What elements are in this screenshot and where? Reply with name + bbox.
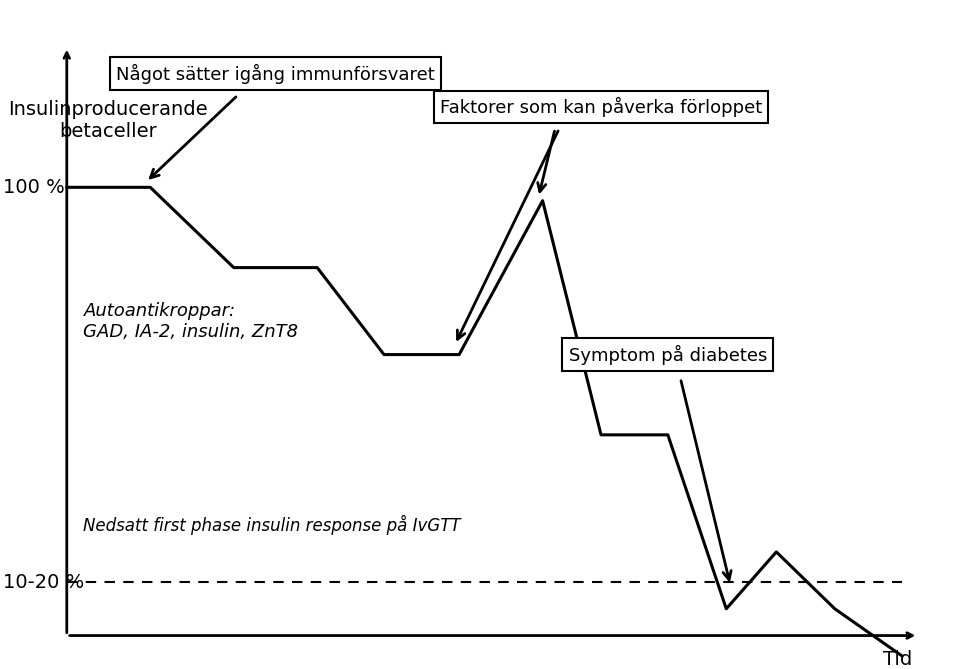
Text: Faktorer som kan påverka förloppet: Faktorer som kan påverka förloppet bbox=[440, 97, 762, 117]
Text: Insulinproducerande
betaceller: Insulinproducerande betaceller bbox=[9, 100, 208, 141]
Text: 100 %: 100 % bbox=[3, 178, 64, 197]
Text: Autoantikroppar:
GAD, IA-2, insulin, ZnT8: Autoantikroppar: GAD, IA-2, insulin, ZnT… bbox=[84, 302, 299, 341]
Text: Något sätter igång immunförsvaret: Något sätter igång immunförsvaret bbox=[116, 64, 435, 84]
Text: Nedsatt first phase insulin response på IvGTT: Nedsatt first phase insulin response på … bbox=[84, 515, 461, 535]
Text: Tid: Tid bbox=[883, 650, 912, 669]
Text: 10-20 %: 10-20 % bbox=[3, 573, 84, 591]
Text: Symptom på diabetes: Symptom på diabetes bbox=[568, 345, 767, 365]
